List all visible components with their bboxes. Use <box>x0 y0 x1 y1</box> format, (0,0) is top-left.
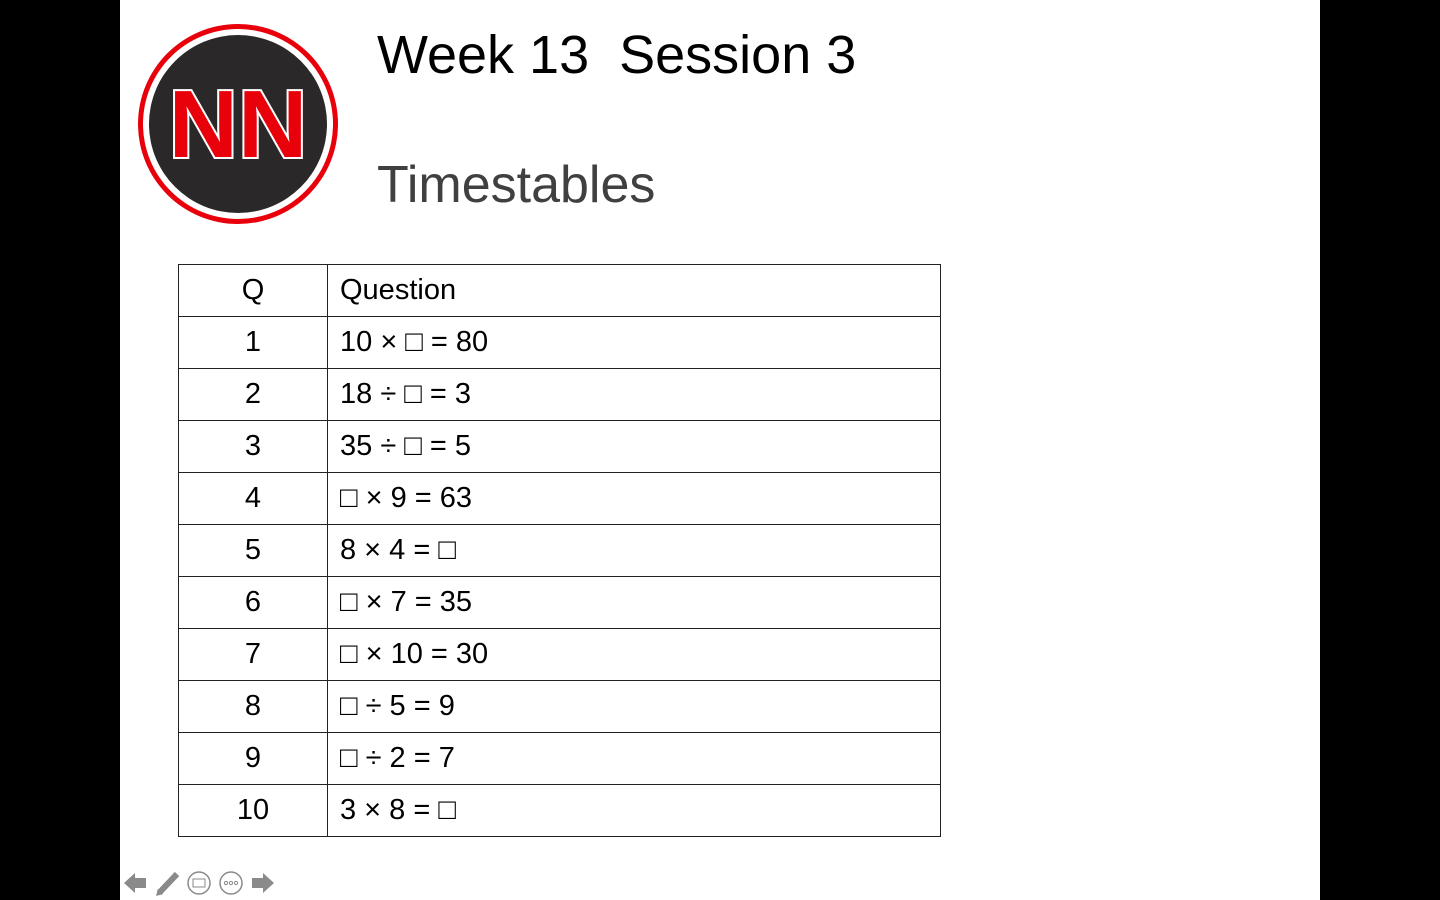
question-text: 35 ÷ □ = 5 <box>327 420 941 473</box>
question-number: 2 <box>178 368 328 421</box>
subtitles-icon[interactable] <box>186 868 212 898</box>
table-row: 1 10 × □ = 80 <box>178 316 941 369</box>
question-text: 3 × 8 = □ <box>327 784 941 837</box>
slide-subtitle: Timestables <box>377 156 656 214</box>
slide-title: Week 13 Session 3 <box>377 25 857 85</box>
question-number: 9 <box>178 732 328 785</box>
svg-text:NN: NN <box>169 71 308 178</box>
more-options-icon[interactable] <box>218 868 244 898</box>
next-arrow-icon[interactable] <box>250 868 276 898</box>
question-text: □ ÷ 5 = 9 <box>327 680 941 733</box>
question-text: 18 ÷ □ = 3 <box>327 368 941 421</box>
header-q: Q <box>178 264 328 317</box>
question-number: 3 <box>178 420 328 473</box>
slideshow-controls <box>122 868 276 898</box>
table-row: 8 □ ÷ 5 = 9 <box>178 680 941 733</box>
previous-arrow-icon[interactable] <box>122 868 148 898</box>
table-row: 10 3 × 8 = □ <box>178 784 941 837</box>
pen-icon[interactable] <box>154 868 180 898</box>
question-number: 5 <box>178 524 328 577</box>
question-text: □ × 9 = 63 <box>327 472 941 525</box>
logo-icon: NN <box>138 24 338 224</box>
table-row: 9 □ ÷ 2 = 7 <box>178 732 941 785</box>
question-number: 8 <box>178 680 328 733</box>
question-text: 8 × 4 = □ <box>327 524 941 577</box>
table-row: 3 35 ÷ □ = 5 <box>178 420 941 473</box>
table-header-row: Q Question <box>178 264 941 317</box>
question-number: 4 <box>178 472 328 525</box>
question-number: 6 <box>178 576 328 629</box>
question-text: □ × 10 = 30 <box>327 628 941 681</box>
header-question: Question <box>327 264 941 317</box>
question-number: 10 <box>178 784 328 837</box>
question-text: 10 × □ = 80 <box>327 316 941 369</box>
slide: NN Week 13 Session 3 Timestables Q Quest… <box>120 0 1320 900</box>
question-number: 1 <box>178 316 328 369</box>
questions-table: Q Question 1 10 × □ = 80 2 18 ÷ □ = 3 3 35 ÷ … <box>178 264 941 837</box>
table-row: 2 18 ÷ □ = 3 <box>178 368 941 421</box>
question-text: □ ÷ 2 = 7 <box>327 732 941 785</box>
question-text: □ × 7 = 35 <box>327 576 941 629</box>
table-row: 4 □ × 9 = 63 <box>178 472 941 525</box>
question-number: 7 <box>178 628 328 681</box>
table-row: 6 □ × 7 = 35 <box>178 576 941 629</box>
table-row: 7 □ × 10 = 30 <box>178 628 941 681</box>
